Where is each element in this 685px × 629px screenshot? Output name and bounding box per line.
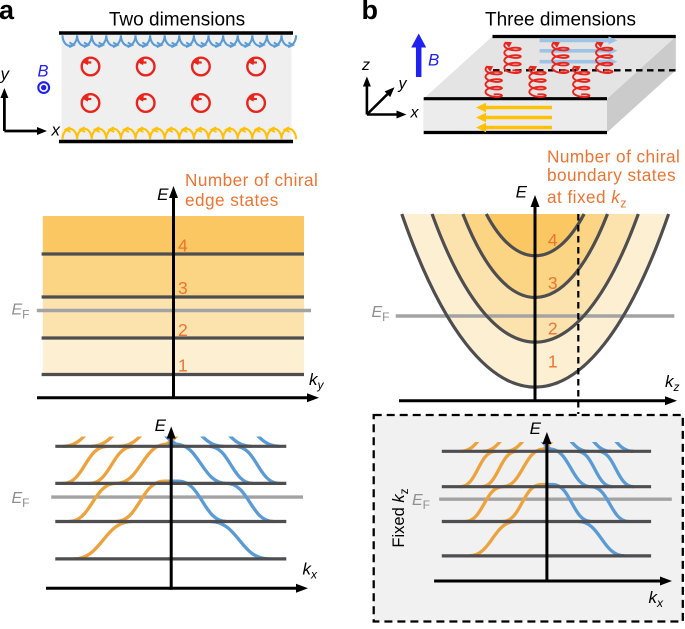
- svg-text:a: a: [0, 0, 15, 25]
- svg-text:3: 3: [178, 278, 188, 298]
- svg-text:kx: kx: [303, 560, 319, 582]
- svg-text:at fixed kz: at fixed kz: [547, 187, 627, 211]
- svg-text:EF: EF: [12, 302, 30, 322]
- svg-text:E: E: [157, 185, 169, 204]
- svg-text:B: B: [38, 63, 49, 81]
- svg-text:x: x: [51, 121, 61, 140]
- svg-text:Number of chiral: Number of chiral: [185, 170, 318, 190]
- svg-text:3: 3: [548, 273, 558, 293]
- svg-text:z: z: [361, 57, 370, 74]
- svg-text:Two dimensions: Two dimensions: [109, 10, 245, 31]
- svg-text:EF: EF: [412, 492, 430, 512]
- svg-text:ky: ky: [309, 370, 325, 392]
- svg-text:2: 2: [548, 319, 558, 339]
- svg-text:Three dimensions: Three dimensions: [485, 10, 636, 31]
- svg-text:y: y: [0, 65, 11, 84]
- svg-text:Number of chiral: Number of chiral: [547, 147, 680, 167]
- svg-text:y: y: [398, 76, 408, 93]
- svg-text:EF: EF: [12, 490, 30, 510]
- svg-text:B: B: [428, 51, 439, 70]
- svg-text:4: 4: [178, 236, 188, 256]
- svg-text:x: x: [410, 105, 420, 122]
- svg-text:Fixed kz: Fixed kz: [390, 488, 411, 547]
- svg-text:E: E: [155, 416, 167, 435]
- svg-text:edge states: edge states: [185, 190, 279, 210]
- svg-text:kz: kz: [665, 372, 680, 394]
- svg-text:boundary states: boundary states: [547, 165, 676, 185]
- svg-text:4: 4: [548, 230, 558, 250]
- svg-text:b: b: [362, 0, 379, 25]
- svg-text:1: 1: [178, 356, 188, 376]
- svg-text:1: 1: [548, 352, 558, 372]
- svg-text:E: E: [530, 419, 542, 438]
- svg-text:EF: EF: [372, 304, 390, 324]
- svg-text:2: 2: [178, 320, 188, 340]
- svg-text:E: E: [516, 183, 528, 202]
